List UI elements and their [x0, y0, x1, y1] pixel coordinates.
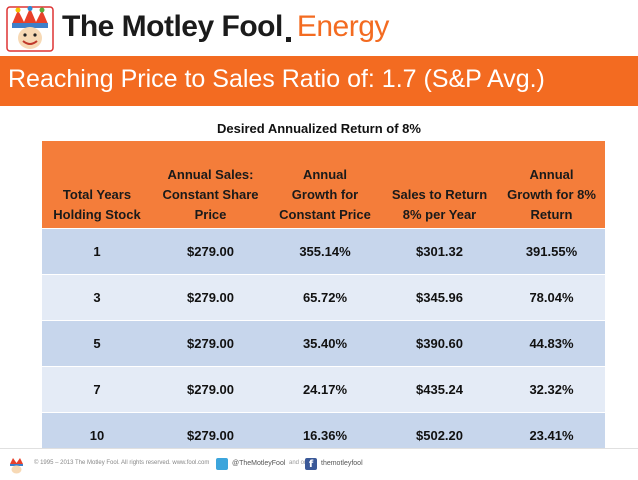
brand-name: The Motley Fool — [62, 10, 283, 43]
cell-years: 1 — [42, 228, 152, 275]
cell-sales-to-return: $301.32 — [381, 228, 498, 275]
col-header-years: Total Years Holding Stock — [42, 141, 152, 229]
table-subtitle: Desired Annualized Return of 8% — [217, 121, 421, 136]
brand-dot — [285, 37, 291, 42]
cell-growth-8pct: 78.04% — [498, 274, 605, 321]
cell-years: 7 — [42, 366, 152, 413]
cell-years: 3 — [42, 274, 152, 321]
col-header-sales-to-return: Sales to Return 8% per Year — [381, 141, 498, 229]
cell-annual-sales: $279.00 — [152, 320, 269, 367]
cell-growth-8pct: 44.83% — [498, 320, 605, 367]
facebook-icon[interactable]: f — [305, 458, 317, 470]
cell-annual-sales: $279.00 — [152, 228, 269, 275]
facebook-handle[interactable]: themotleyfool — [321, 460, 363, 467]
brand-title: The Motley Fool Energy — [62, 10, 389, 44]
table-row: 1 $279.00 355.14% $301.32 391.55% — [42, 228, 605, 275]
cell-annual-sales: $279.00 — [152, 274, 269, 321]
twitter-handle[interactable]: @TheMotleyFool — [232, 460, 286, 467]
cell-years: 5 — [42, 320, 152, 367]
cell-annual-sales: $279.00 — [152, 366, 269, 413]
cell-growth-constant: 35.40% — [269, 320, 381, 367]
cell-growth-8pct: 391.55% — [498, 228, 605, 275]
table-row: 7 $279.00 24.17% $435.24 32.32% — [42, 366, 605, 413]
jester-logo-icon — [6, 6, 54, 52]
jester-small-icon — [10, 458, 23, 474]
table-row: 3 $279.00 65.72% $345.96 78.04% — [42, 274, 605, 321]
title-bar: Reaching Price to Sales Ratio of: 1.7 (S… — [0, 56, 638, 106]
table-row: 5 $279.00 35.40% $390.60 44.83% — [42, 320, 605, 367]
brand-suffix: Energy — [296, 10, 390, 43]
footer: © 1995 – 2013 The Motley Fool. All right… — [0, 448, 638, 480]
cell-sales-to-return: $435.24 — [381, 366, 498, 413]
cell-growth-8pct: 32.32% — [498, 366, 605, 413]
slide-title: Reaching Price to Sales Ratio of: 1.7 (S… — [8, 65, 545, 93]
col-header-annual-sales: Annual Sales: Constant Share Price — [152, 141, 269, 229]
cell-growth-constant: 65.72% — [269, 274, 381, 321]
cell-growth-constant: 24.17% — [269, 366, 381, 413]
col-header-growth-8pct: Annual Growth for 8% Return — [498, 141, 605, 229]
table-header-row: Total Years Holding Stock Annual Sales: … — [42, 141, 605, 229]
copyright-text: © 1995 – 2013 The Motley Fool. All right… — [34, 460, 210, 466]
cell-sales-to-return: $390.60 — [381, 320, 498, 367]
col-header-growth-constant: Annual Growth for Constant Price — [269, 141, 381, 229]
header: The Motley Fool Energy — [0, 0, 638, 58]
returns-table: Total Years Holding Stock Annual Sales: … — [42, 141, 605, 458]
cell-sales-to-return: $345.96 — [381, 274, 498, 321]
and-on-text: and on — [289, 460, 308, 466]
twitter-icon[interactable] — [216, 458, 228, 470]
cell-growth-constant: 355.14% — [269, 228, 381, 275]
